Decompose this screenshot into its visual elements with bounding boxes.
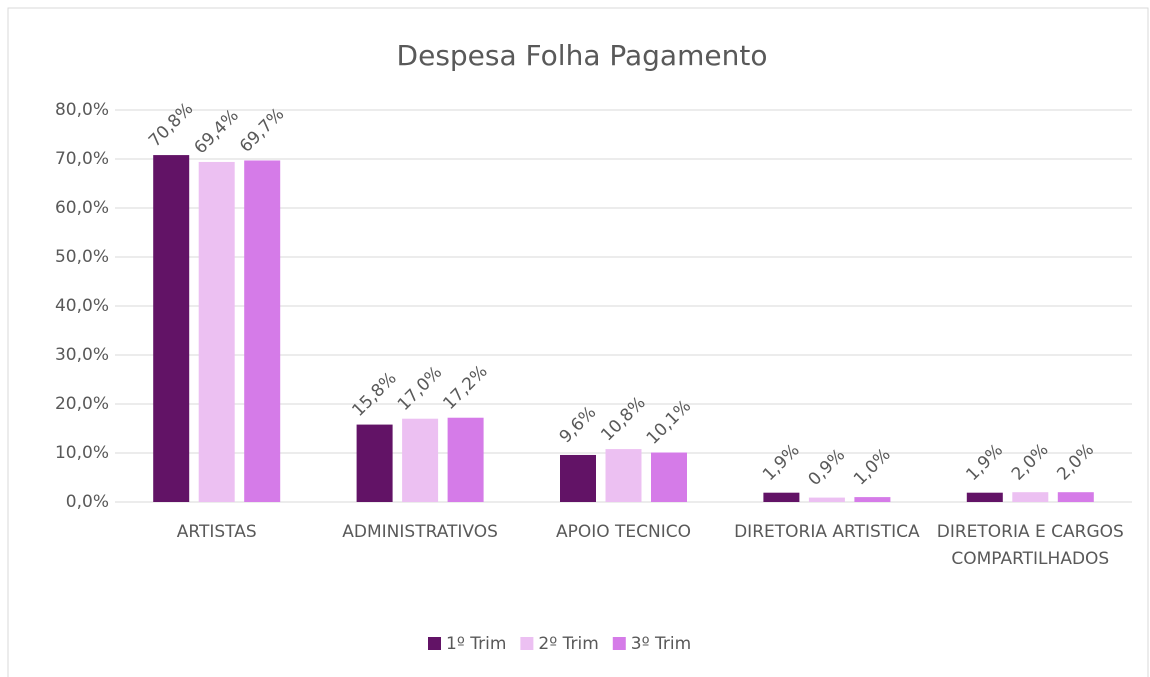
data-label: 2,0% <box>1053 440 1098 485</box>
bar <box>1057 492 1094 502</box>
data-label: 15,8% <box>348 368 400 420</box>
y-tick-label: 70,0% <box>55 149 109 169</box>
data-label: 1,9% <box>962 440 1007 485</box>
bar <box>605 449 642 502</box>
chart-title: Despesa Folha Pagamento <box>397 39 768 72</box>
x-tick-label: ADMINISTRATIVOS <box>342 522 498 542</box>
bar <box>854 497 891 502</box>
bar <box>244 160 281 502</box>
x-tick-label: DIRETORIA ARTISTICA <box>734 522 920 542</box>
y-tick-label: 0,0% <box>66 492 109 512</box>
legend-label: 2º Trim <box>538 634 598 654</box>
data-label: 9,6% <box>556 403 601 448</box>
legend-swatch <box>520 637 534 650</box>
data-label: 2,0% <box>1008 440 1053 485</box>
y-tick-label: 60,0% <box>55 198 109 218</box>
bar <box>402 418 439 502</box>
legend-swatch <box>612 637 626 650</box>
legend-label: 3º Trim <box>631 634 691 654</box>
y-tick-label: 40,0% <box>55 296 109 316</box>
y-tick-label: 20,0% <box>55 394 109 414</box>
bar <box>198 161 235 502</box>
data-label: 69,7% <box>236 104 288 156</box>
y-tick-label: 30,0% <box>55 345 109 365</box>
legend-label: 1º Trim <box>446 634 506 654</box>
bar <box>763 492 800 502</box>
bar <box>808 497 845 502</box>
data-label: 0,9% <box>805 445 850 490</box>
bar <box>153 155 190 502</box>
data-label: 69,4% <box>191 106 243 158</box>
y-tick-label: 80,0% <box>55 100 109 120</box>
data-label: 70,8% <box>145 99 197 151</box>
x-tick-label: DIRETORIA E CARGOS COMPARTILHADOS <box>936 522 1124 569</box>
bar <box>447 417 484 502</box>
x-tick-label: APOIO TECNICO <box>555 522 692 542</box>
bar <box>1012 492 1049 502</box>
x-tick-label: ARTISTAS <box>176 522 257 542</box>
data-label: 10,8% <box>597 393 649 445</box>
legend-swatch <box>428 637 441 650</box>
bar <box>560 454 596 502</box>
data-label: 17,2% <box>439 362 491 414</box>
bar <box>966 492 1003 502</box>
data-label: 1,9% <box>759 440 804 485</box>
chart-border <box>7 7 1149 677</box>
y-tick-label: 50,0% <box>55 247 109 267</box>
bar <box>651 452 687 502</box>
data-label: 1,0% <box>850 445 895 490</box>
y-tick-label: 10,0% <box>55 443 109 463</box>
data-label: 17,0% <box>394 363 446 415</box>
bar <box>356 424 393 502</box>
